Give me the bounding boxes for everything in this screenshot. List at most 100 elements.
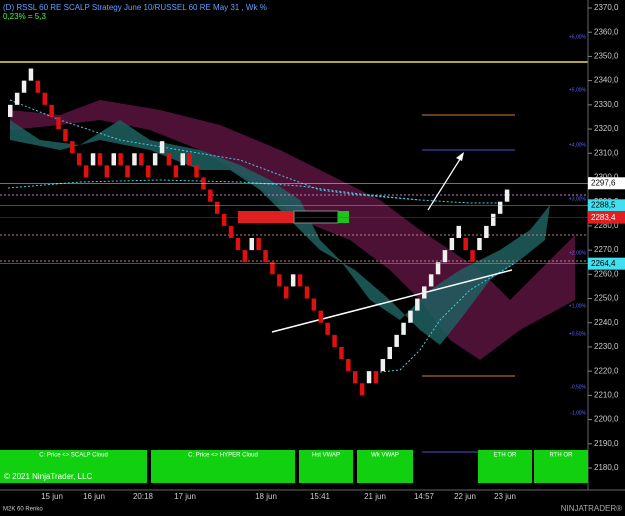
percent-label: +1,00% [569,303,587,309]
y-tick-label: 2300,0 [594,173,619,182]
price-tag-label: 2288,5 [591,200,616,209]
y-tick-label: 2340,0 [594,76,619,85]
renko-brick [401,322,406,335]
vwap-line [7,179,500,204]
renko-brick [463,238,468,251]
y-tick-label: 2180,0 [594,463,619,472]
renko-brick [290,274,296,287]
percent-label: +5,00% [569,87,587,93]
y-tick-label: 2360,0 [594,27,619,36]
renko-brick [97,153,103,166]
renko-brick [166,153,172,166]
renko-brick [332,334,337,347]
y-tick-label: 2320,0 [594,124,619,133]
y-tick-label: 2240,0 [594,318,619,327]
renko-brick [504,189,510,202]
order-box[interactable] [238,211,294,223]
renko-brick [235,238,241,251]
y-tick-label: 2330,0 [594,100,619,109]
renko-brick [380,359,386,372]
renko-brick [270,262,275,275]
renko-brick [56,116,61,130]
y-tick-label: 2220,0 [594,366,619,375]
renko-brick [263,250,268,263]
percent-label: +3,00% [569,196,587,202]
y-tick-label: 2230,0 [594,342,619,351]
x-tick-label: 21 jun [364,492,386,501]
percent-label: +0,50% [569,331,587,337]
price-tag-label: 2297,6 [591,178,616,187]
copyright: © 2021 NinjaTrader, LLC [4,472,93,481]
renko-brick [111,153,116,166]
toggle-button[interactable] [151,450,295,483]
y-tick-label: 2370,0 [594,3,619,12]
toggle-button[interactable] [534,450,588,483]
price-tag [588,199,625,212]
button-label: C: Price <> HYPER Cloud [188,453,258,459]
renko-brick [215,201,220,214]
renko-brick [28,68,34,81]
percent-label: +2,00% [569,250,587,256]
renko-brick [49,104,54,117]
order-qty-box[interactable] [338,211,349,223]
button-label: Hst VWAP [312,453,340,459]
x-tick-label: 17 jun [174,492,196,501]
renko-brick [21,80,27,93]
renko-brick [277,274,282,287]
renko-brick [63,129,68,142]
renko-brick [70,141,75,154]
x-tick-label: 22 jun [454,492,476,501]
price-tag [588,177,625,190]
vwap-line [379,262,516,373]
percent-label: -1,00% [570,410,586,416]
y-tick-label: 2310,0 [594,148,619,157]
toggle-button[interactable] [299,450,353,483]
price-tag-label: 2264,4 [591,259,616,268]
x-tick-label: 15:41 [310,492,331,501]
renko-brick [428,274,434,287]
y-tick-label: 2190,0 [594,439,619,448]
renko-brick [304,286,310,299]
renko-brick [173,165,179,178]
renko-brick [221,213,227,226]
renko-brick [297,274,303,287]
renko-brick [359,383,365,396]
order-ticks-box [293,210,339,224]
renko-brick [394,334,399,347]
renko-brick [139,153,144,166]
toggle-button[interactable] [357,450,413,483]
strategy-title: (D) RSSL 60 RE SCALP Strategy June 10/RU… [3,3,267,12]
y-tick-label: 2260,0 [594,269,619,278]
y-tick-label: 2350,0 [594,52,619,61]
toggle-button[interactable] [478,450,532,483]
button-label: ETH OR [494,453,517,459]
renko-brick [435,262,441,275]
renko-brick [35,80,41,93]
renko-brick [470,250,475,263]
renko-brick [228,225,234,238]
button-label: C: Price <> SCALP Cloud [39,453,108,459]
renko-brick [491,213,496,226]
x-tick-label: 15 jun [41,492,63,501]
toggle-button[interactable] [0,450,147,483]
renko-brick [456,225,461,238]
renko-brick [90,153,96,166]
logo: NINJATRADER® [561,504,622,513]
renko-brick [442,250,448,263]
renko-brick [422,286,427,299]
renko-brick [249,238,254,251]
y-tick-label: 2280,0 [594,221,619,230]
x-tick-label: 20:18 [133,492,154,501]
x-tick-label: 23 jun [494,492,516,501]
renko-brick [484,225,489,238]
renko-brick [159,141,165,154]
price-tag [588,257,625,270]
renko-brick [194,165,199,178]
renko-brick [415,298,420,311]
renko-brick [387,346,392,360]
renko-brick [366,371,372,384]
change-label: 0,23% = 5,3 [3,12,46,21]
renko-brick [208,189,213,202]
y-tick-label: 2250,0 [594,294,619,303]
